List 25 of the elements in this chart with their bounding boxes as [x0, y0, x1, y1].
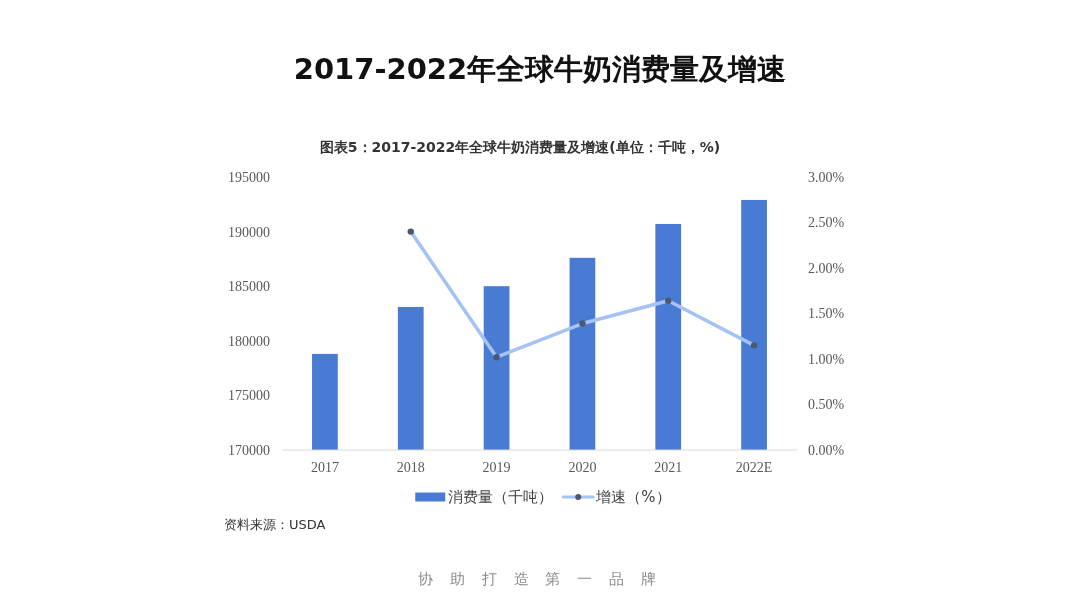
y-tick-label: 185000	[228, 279, 270, 295]
y-tick-label: 180000	[228, 333, 270, 349]
y2-tick-label: 3.00%	[808, 169, 845, 185]
y-tick-label: 170000	[228, 442, 270, 458]
x-tick-label: 2018	[396, 460, 425, 475]
y-tick-label: 195000	[228, 169, 270, 185]
chart-subtitle: 图表5：2017-2022年全球牛奶消费量及增速(单位：千吨，%)	[319, 139, 721, 155]
x-tick-label: 2019	[482, 460, 511, 475]
chart-title: 2017-2022年全球牛奶消费量及增速	[293, 52, 787, 86]
x-tick-label: 2022E	[735, 460, 773, 475]
text: 资料来源：USDA	[224, 517, 326, 532]
y-tick-label: 175000	[228, 388, 270, 404]
y2-tick-label: 1.00%	[808, 351, 845, 367]
y2-tick-label: 2.50%	[808, 215, 845, 231]
x-tick-label: 2021	[654, 460, 683, 475]
legend-label: 消费量（千吨）	[448, 488, 554, 507]
y-tick-label: 190000	[228, 224, 270, 240]
y2-tick-label: 0.50%	[808, 397, 845, 413]
x-tick-label: 2017	[310, 460, 339, 475]
x-tick-label: 2020	[568, 460, 597, 475]
y2-tick-label: 2.00%	[808, 260, 845, 276]
y2-tick-label: 0.00%	[808, 442, 845, 458]
legend-label: 增速（%）	[595, 488, 671, 507]
text: 协 助 打 造 第 一 品 牌	[418, 570, 662, 588]
y2-tick-label: 1.50%	[808, 306, 845, 322]
